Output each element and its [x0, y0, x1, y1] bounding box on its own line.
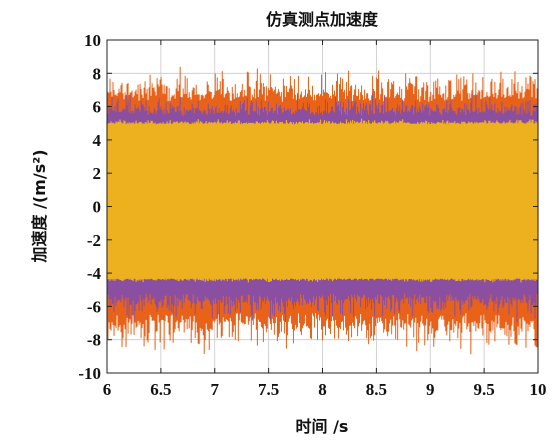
x-tick-label: 9	[426, 380, 435, 399]
x-tick-label: 7	[211, 380, 220, 399]
y-tick-label: 2	[93, 164, 102, 183]
x-tick-label: 6.5	[150, 380, 171, 399]
x-tick-label: 8.5	[366, 380, 387, 399]
y-tick-label: -4	[87, 264, 102, 283]
y-tick-label: -2	[87, 231, 101, 250]
y-tick-label: 8	[93, 64, 102, 83]
series-layer	[106, 66, 539, 355]
x-tick-label: 8	[318, 380, 327, 399]
y-tick-label: 10	[84, 31, 101, 50]
y-axis-ticks: -10 -8 -6 -4 -2 0 2 4 6 8 10	[78, 31, 538, 383]
y-tick-label: 4	[93, 131, 102, 150]
x-axis-title: 时间 /s	[296, 417, 349, 436]
series-line	[106, 118, 539, 283]
y-tick-label: -10	[78, 364, 101, 383]
y-axis-title: 加速度 /(m/s²)	[30, 149, 49, 263]
x-tick-label: 10	[530, 380, 547, 399]
y-tick-label: -8	[87, 331, 101, 350]
chart-title: 仿真测点加速度	[266, 10, 379, 29]
x-axis-ticks: 6 6.5 7 7.5 8 8.5 9 9.5 10	[103, 40, 547, 399]
y-tick-label: 0	[93, 198, 102, 217]
y-tick-label: 6	[93, 98, 102, 117]
x-tick-label: 9.5	[474, 380, 495, 399]
y-tick-label: -6	[87, 297, 101, 316]
x-tick-label: 7.5	[258, 380, 279, 399]
x-tick-label: 6	[103, 380, 112, 399]
